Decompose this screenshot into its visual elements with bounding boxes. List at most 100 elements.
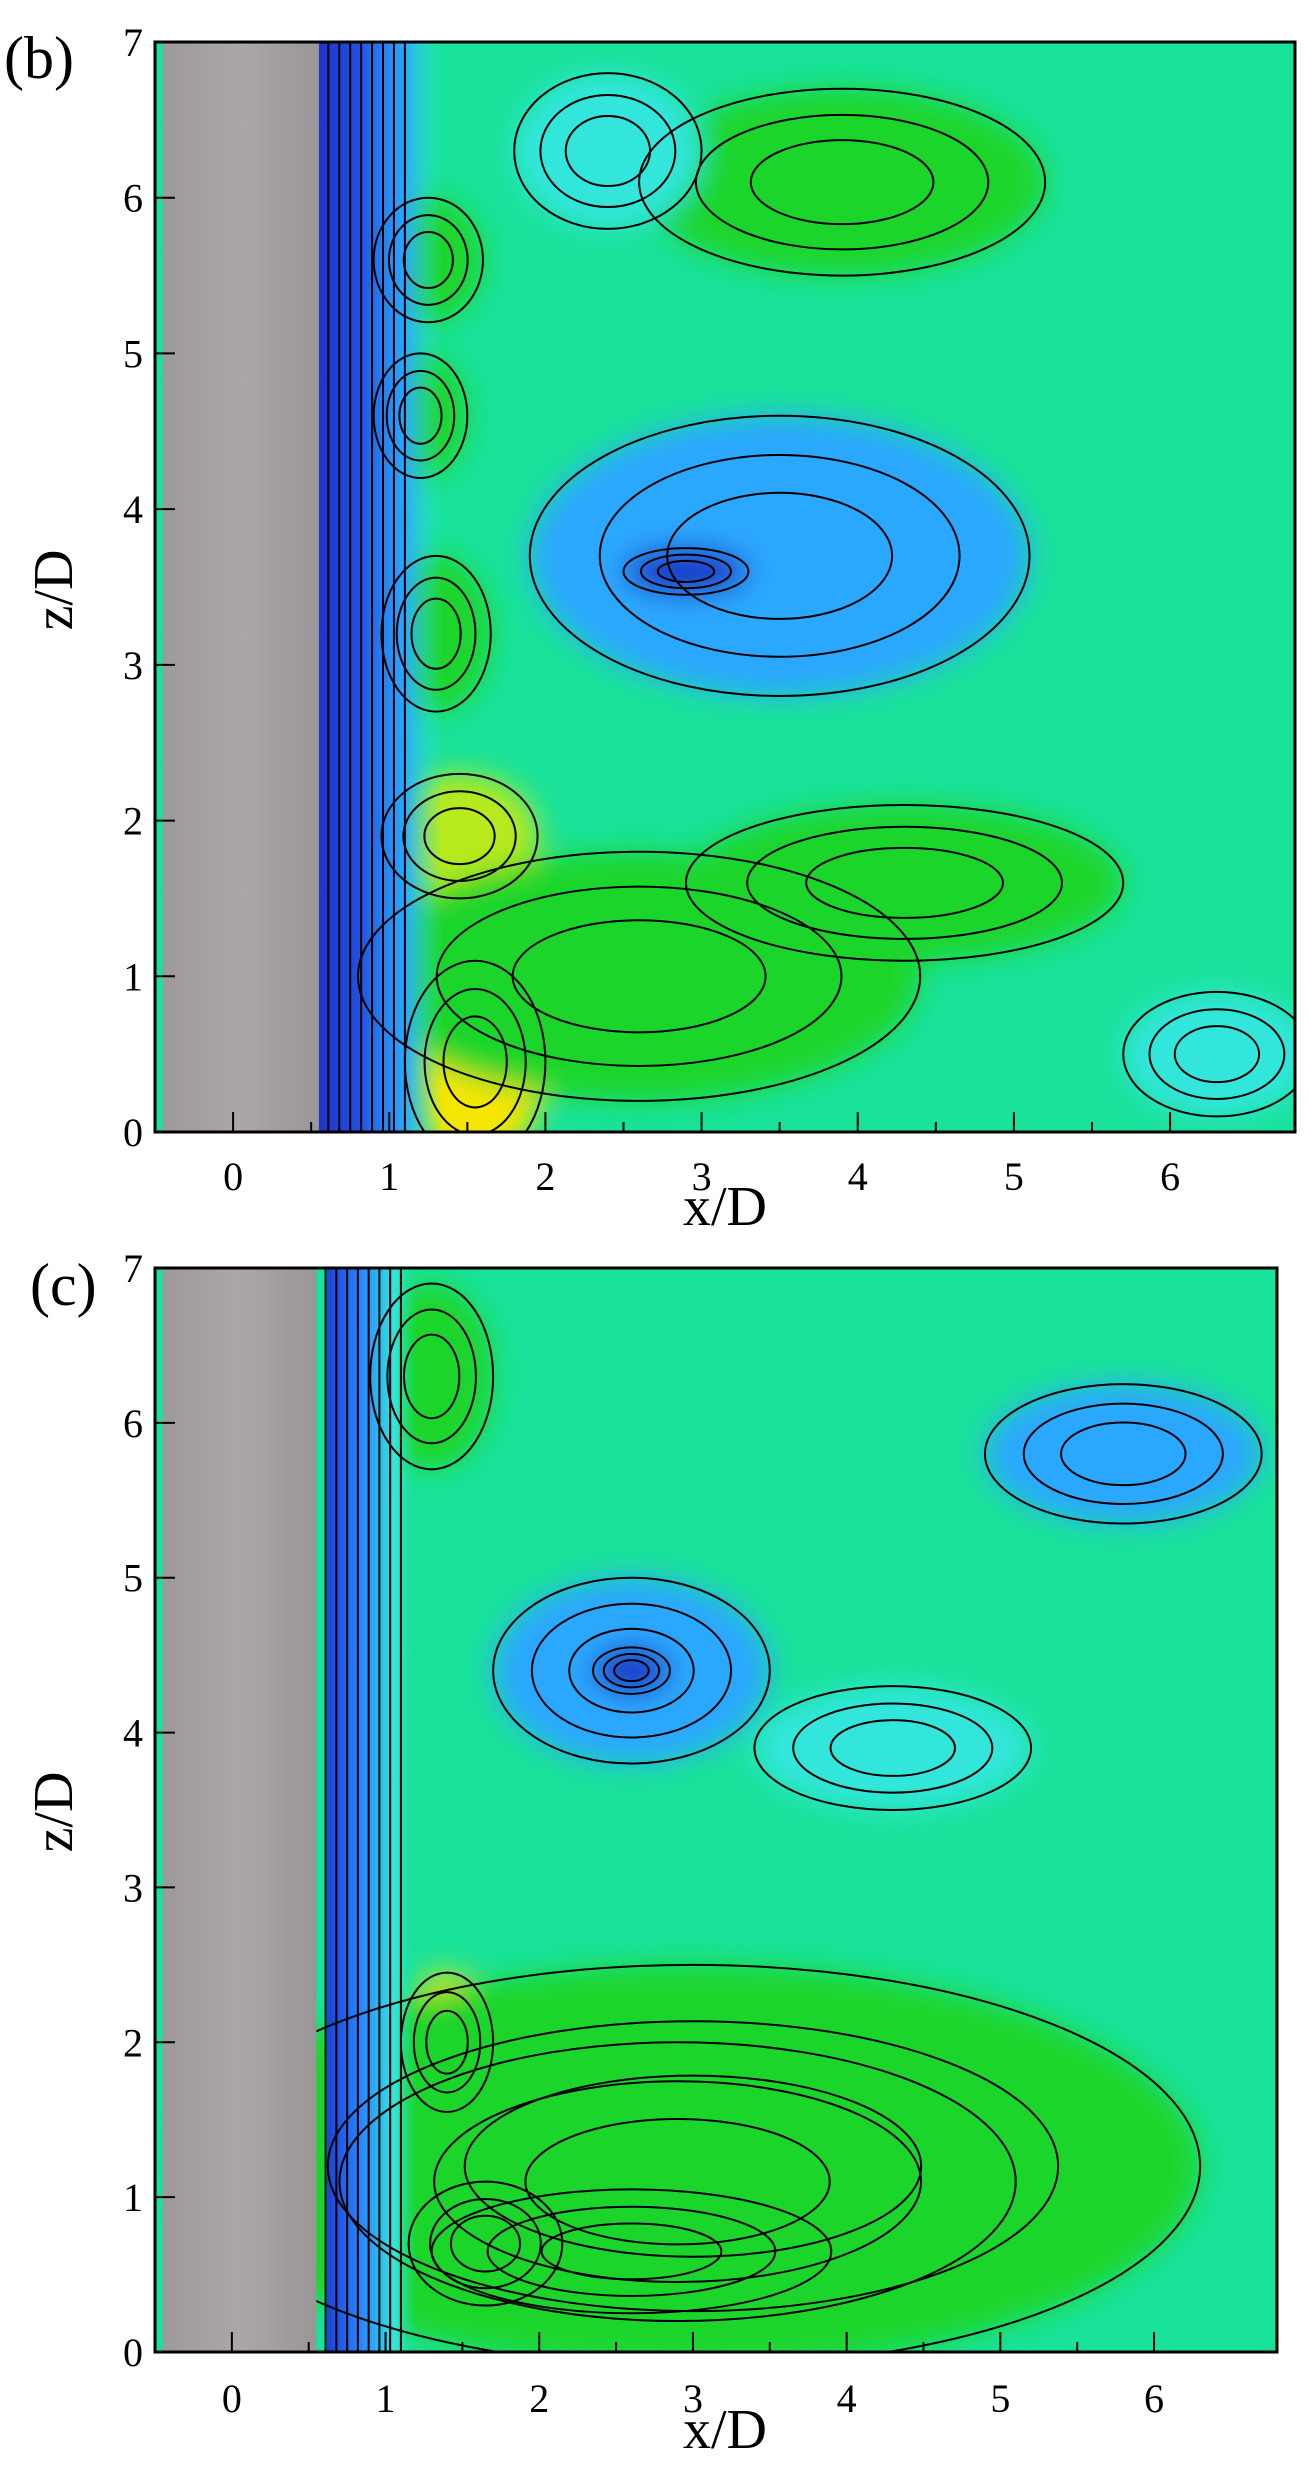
contour-panel-c: (c) 0 1 2 3 4 5 6 0 1 2 3 4 5 6 7 x/D z/D: [23, 1246, 1279, 2461]
x-tick-label-b-6: 6: [1160, 1154, 1180, 1199]
contour-line-c-7-1: [1022, 1402, 1224, 1506]
contour-blob-b-11: [1123, 991, 1295, 1117]
wall-gradient-b: [313, 42, 443, 1132]
contour-line-b-7-1: [694, 113, 990, 251]
contour-line-c-4-2: [463, 2074, 923, 2258]
contour-blob-c-9: [754, 1686, 1032, 1810]
y-tick-label-b-6: 6: [123, 176, 143, 221]
contour-line-b-3-0: [684, 804, 1125, 962]
contour-line-b-7-0: [638, 87, 1047, 277]
contour-line-c-2-2: [425, 2009, 469, 2075]
x-tick-label-b-5: 5: [1004, 1154, 1024, 1199]
contour-line-b-9-0: [622, 547, 750, 596]
y-tick-label-c-7: 7: [123, 1246, 143, 1291]
contour-line-b-7-2: [749, 139, 935, 226]
contour-blob-b-8: [529, 415, 1030, 696]
y-tick-label-b-4: 4: [123, 487, 143, 532]
contour-line-c-9-2: [829, 1719, 957, 1777]
x-tick-label-b-0: 0: [223, 1154, 243, 1199]
contour-line-c-5-0: [369, 1282, 495, 1471]
y-axis-ticks-c: 0 1 2 3 4 5 6 7: [123, 1246, 175, 2375]
x-tick-label-c-0: 0: [222, 2376, 242, 2421]
contour-blob-b-10: [514, 73, 702, 229]
contour-line-b-9-2: [656, 559, 716, 583]
contour-line-c-0-1: [429, 2198, 542, 2290]
y-tick-label-c-6: 6: [123, 1401, 143, 1446]
x-axis-title-c: x/D: [683, 2399, 767, 2461]
contour-line-b-2-1: [435, 885, 843, 1067]
contour-blob-c-7: [984, 1384, 1262, 1524]
contour-line-b-0-2: [442, 1015, 508, 1109]
x-tick-label-c-1: 1: [376, 2376, 396, 2421]
contour-line-c-8-2: [613, 1659, 650, 1683]
contour-blob-b-3: [685, 805, 1124, 961]
contour-line-c-8-0: [592, 1646, 671, 1695]
contour-line-b-11-0: [1122, 990, 1295, 1118]
y-tick-label-b-1: 1: [123, 954, 143, 999]
y-tick-label-b-0: 0: [123, 1110, 143, 1155]
contour-line-c-3-2: [524, 2117, 831, 2246]
contour-line-c-4-1: [326, 2020, 1060, 2313]
contour-line-b-8-1: [598, 453, 961, 658]
cylinder-b: [162, 42, 319, 1132]
plot-frame-c: [153, 1266, 1279, 2354]
contour-line-c-7-0: [983, 1383, 1263, 1525]
x-tick-label-b-3: 3: [692, 1154, 712, 1199]
y-tick-label-b-3: 3: [123, 643, 143, 688]
contour-line-c-3-0: [338, 2041, 1017, 2323]
x-tick-label-b-1: 1: [379, 1154, 399, 1199]
contour-line-b-2-2: [511, 919, 767, 1034]
contour-line-b-0-1: [423, 988, 527, 1132]
contour-line-c-6-2: [568, 1627, 695, 1714]
y-tick-label-b-7: 7: [123, 20, 143, 65]
y-axis-title-b: z/D: [23, 550, 85, 631]
contour-line-c-2-1: [412, 1991, 482, 2094]
y-tick-label-c-2: 2: [123, 2020, 143, 2065]
contour-line-b-1-2: [423, 807, 496, 866]
x-tick-label-b-4: 4: [848, 1154, 868, 1199]
x-axis-title-b: x/D: [683, 1176, 767, 1238]
panel-label-c: (c): [30, 1252, 97, 1318]
cylinder-c: [162, 1268, 317, 2352]
contour-line-b-5-1: [385, 369, 456, 462]
contour-line-c-9-1: [792, 1702, 994, 1794]
contour-line-c-1-0: [430, 2188, 833, 2315]
contour-line-b-6-2: [402, 230, 454, 290]
contour-line-b-3-2: [805, 846, 1004, 919]
contour-line-c-3-1: [433, 2080, 923, 2284]
contour-blob-b-7: [639, 88, 1046, 276]
y-tick-label-c-3: 3: [123, 1865, 143, 1910]
wall-gradient-c: [327, 1268, 417, 2352]
x-axis-ticks-c: 0 1 2 3 4 5 6: [222, 2332, 1164, 2421]
y-axis-ticks-b: 0 1 2 3 4 5 6 7: [123, 20, 175, 1155]
contour-line-c-8-1: [602, 1652, 661, 1689]
y-tick-label-c-5: 5: [123, 1556, 143, 1601]
contour-panel-b: (b) 0 1 2 3 4 5 6 0 1 2 3 4 5 6 7 x/D z/D: [4, 20, 1297, 1238]
contour-line-b-5-0: [372, 352, 469, 480]
contour-line-b-10-2: [564, 114, 652, 188]
contour-field-b: [155, 42, 1295, 1132]
contour-line-b-10-1: [539, 93, 677, 209]
contour-line-b-6-0: [372, 196, 484, 324]
contour-line-b-9-1: [639, 553, 732, 590]
contour-line-b-4-1: [395, 576, 477, 691]
contour-line-c-0-2: [449, 2214, 522, 2273]
contour-line-b-4-2: [410, 597, 462, 670]
contour-line-b-8-0: [528, 414, 1031, 697]
x-tick-label-c-5: 5: [990, 2376, 1010, 2421]
x-tick-label-c-2: 2: [529, 2376, 549, 2421]
contour-field-c: [155, 1268, 1277, 2352]
y-tick-label-c-4: 4: [123, 1711, 143, 1756]
contour-line-b-1-0: [380, 772, 539, 900]
y-tick-label-c-1: 1: [123, 2175, 143, 2220]
contour-line-b-4-0: [380, 554, 492, 713]
y-tick-label-c-0: 0: [123, 2330, 143, 2375]
contour-line-b-3-1: [746, 825, 1064, 940]
x-tick-label-c-4: 4: [837, 2376, 857, 2421]
y-tick-label-b-2: 2: [123, 799, 143, 844]
x-axis-ticks-b: 0 1 2 3 4 5 6: [223, 1112, 1180, 1199]
contour-line-b-5-2: [398, 386, 443, 445]
contour-line-c-9-0: [753, 1685, 1033, 1811]
contour-line-c-0-0: [407, 2180, 564, 2307]
